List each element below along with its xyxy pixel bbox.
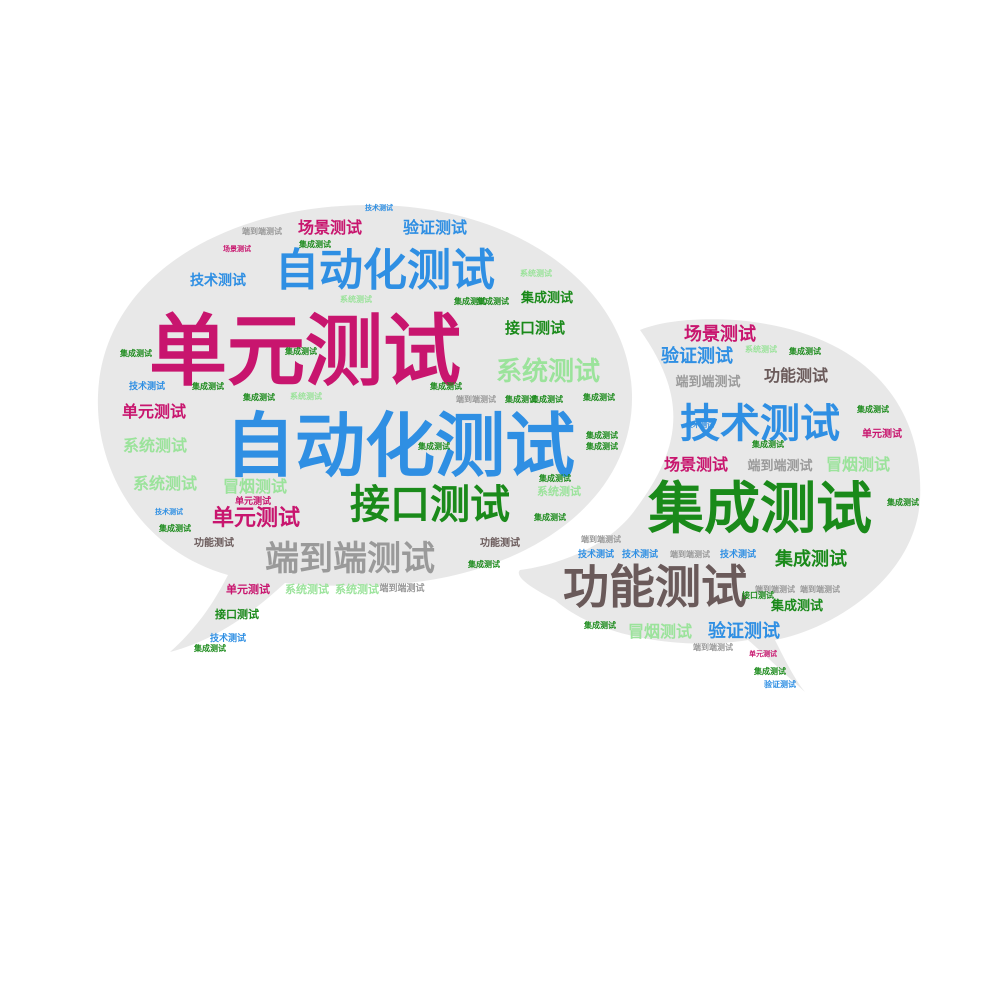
cloud-word: 功能测试 (194, 536, 234, 549)
cloud-word: 自动化测试 (225, 405, 575, 487)
cloud-word: 冒烟测试 (826, 455, 890, 474)
cloud-word: 集成测试 (585, 430, 618, 440)
cloud-word: 场景测试 (684, 323, 756, 345)
cloud-word: 单元测试 (226, 582, 270, 596)
cloud-word: 技术测试 (720, 548, 756, 560)
cloud-word: 集成测试 (453, 296, 486, 306)
cloud-word: 集成测试 (467, 559, 500, 569)
cloud-word: 集成测试 (751, 439, 784, 449)
cloud-word: 集成测试 (298, 239, 331, 249)
cloud-word: 单元测试 (122, 402, 186, 421)
right-speech-bubble (518, 319, 921, 692)
cloud-word: 技术测试 (686, 420, 714, 429)
cloud-word: 冒烟测试 (628, 622, 692, 641)
cloud-word: 系统测试 (496, 356, 600, 387)
cloud-word: 系统测试 (520, 268, 552, 278)
cloud-word: 单元测试 (749, 649, 777, 658)
cloud-word: 端到端测试 (379, 582, 424, 594)
cloud-word: 集成测试 (585, 441, 618, 451)
cloud-word: 系统测试 (133, 474, 197, 493)
cloud-word: 集成测试 (504, 394, 537, 404)
cloud-word: 系统测试 (745, 344, 777, 354)
cloud-word: 端到端测试 (747, 458, 812, 474)
word-group: 单元测试自动化测试自动化测试集成测试功能测试技术测试接口测试端到端测试系统测试单… (119, 203, 919, 689)
cloud-word: 系统测试 (285, 582, 329, 596)
cloud-word: 系统测试 (123, 436, 187, 455)
cloud-word: 验证测试 (661, 345, 733, 367)
cloud-word: 单元测试 (862, 427, 902, 440)
cloud-word: 单元测试 (212, 506, 300, 531)
cloud-word: 系统测试 (537, 484, 581, 498)
cloud-word: 集成测试 (647, 477, 872, 542)
cloud-word: 集成测试 (158, 523, 191, 533)
cloud-word: 端到端测试 (675, 374, 740, 390)
cloud-word: 集成测试 (788, 346, 821, 356)
cloud-word: 验证测试 (403, 218, 467, 237)
cloud-word: 系统测试 (335, 582, 379, 596)
cloud-word: 技术测试 (210, 632, 246, 644)
cloud-word: 功能测试 (764, 366, 828, 385)
cloud-word: 集成测试 (417, 441, 450, 451)
cloud-word: 集成测试 (193, 643, 226, 653)
cloud-word: 集成测试 (533, 512, 566, 522)
cloud-word: 集成测试 (119, 348, 152, 358)
cloud-word: 功能测试 (480, 536, 520, 549)
cloud-word: 集成测试 (429, 381, 462, 391)
cloud-word: 技术测试 (155, 507, 183, 516)
bubble-shapes (97, 205, 921, 692)
cloud-word: 场景测试 (664, 455, 728, 474)
cloud-word: 集成测试 (538, 473, 571, 483)
cloud-word: 单元测试 (235, 495, 271, 507)
cloud-word: 技术测试 (129, 380, 165, 392)
cloud-word: 集成测试 (753, 666, 786, 676)
cloud-word: 接口测试 (350, 482, 510, 528)
cloud-word: 集成测试 (856, 404, 889, 414)
cloud-word: 集成测试 (530, 394, 563, 404)
cloud-word: 端到端测试 (693, 642, 733, 652)
cloud-word: 验证测试 (764, 679, 796, 689)
cloud-word: 端到端测试 (242, 226, 282, 236)
cloud-word: 集成测试 (770, 598, 823, 614)
cloud-word: 单元测试 (149, 307, 461, 397)
cloud-word: 集成测试 (774, 548, 847, 570)
cloud-word: 技术测试 (190, 272, 246, 289)
cloud-word: 端到端测试 (265, 539, 435, 579)
cloud-word: 集成测试 (583, 620, 616, 630)
cloud-word: 端到端测试 (670, 549, 710, 559)
cloud-word: 接口测试 (215, 607, 259, 621)
left-speech-bubble (97, 205, 633, 652)
cloud-word: 系统测试 (290, 391, 322, 401)
cloud-word: 场景测试 (223, 244, 251, 253)
cloud-word: 端到端测试 (456, 394, 496, 404)
cloud-word: 端到端测试 (800, 584, 840, 594)
cloud-word: 端到端测试 (581, 534, 621, 544)
cloud-word: 冒烟测试 (223, 477, 287, 496)
cloud-word: 集成测试 (886, 497, 919, 507)
cloud-word: 集成测试 (476, 296, 509, 306)
cloud-word: 端到端测试 (755, 584, 795, 594)
cloud-word: 集成测试 (242, 392, 275, 402)
cloud-word: 接口测试 (742, 590, 774, 600)
cloud-word: 技术测试 (578, 548, 614, 560)
cloud-word: 功能测试 (563, 560, 747, 614)
cloud-word: 集成测试 (582, 392, 615, 402)
cloud-word: 系统测试 (340, 294, 372, 304)
cloud-word: 验证测试 (708, 620, 780, 642)
cloud-word: 技术测试 (680, 401, 840, 447)
cloud-word: 技术测试 (365, 203, 393, 212)
cloud-word: 自动化测试 (275, 245, 495, 296)
cloud-word: 场景测试 (298, 218, 362, 237)
cloud-word: 接口测试 (505, 319, 565, 337)
cloud-word: 集成测试 (284, 346, 317, 356)
cloud-word: 技术测试 (622, 548, 658, 560)
cloud-word: 集成测试 (191, 381, 224, 391)
cloud-word: 集成测试 (520, 290, 573, 306)
